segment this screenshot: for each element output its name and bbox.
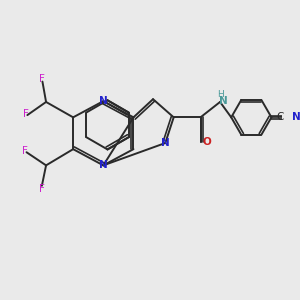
- Text: C: C: [277, 112, 284, 122]
- Text: F: F: [40, 74, 45, 84]
- Text: N: N: [219, 96, 228, 106]
- Text: N: N: [161, 138, 170, 148]
- Text: F: F: [23, 109, 29, 119]
- Text: N: N: [99, 160, 108, 170]
- Text: N: N: [292, 112, 300, 122]
- Text: F: F: [22, 146, 28, 156]
- Text: O: O: [202, 137, 211, 147]
- Text: F: F: [39, 184, 45, 194]
- Text: N: N: [99, 96, 108, 106]
- Text: H: H: [217, 90, 224, 99]
